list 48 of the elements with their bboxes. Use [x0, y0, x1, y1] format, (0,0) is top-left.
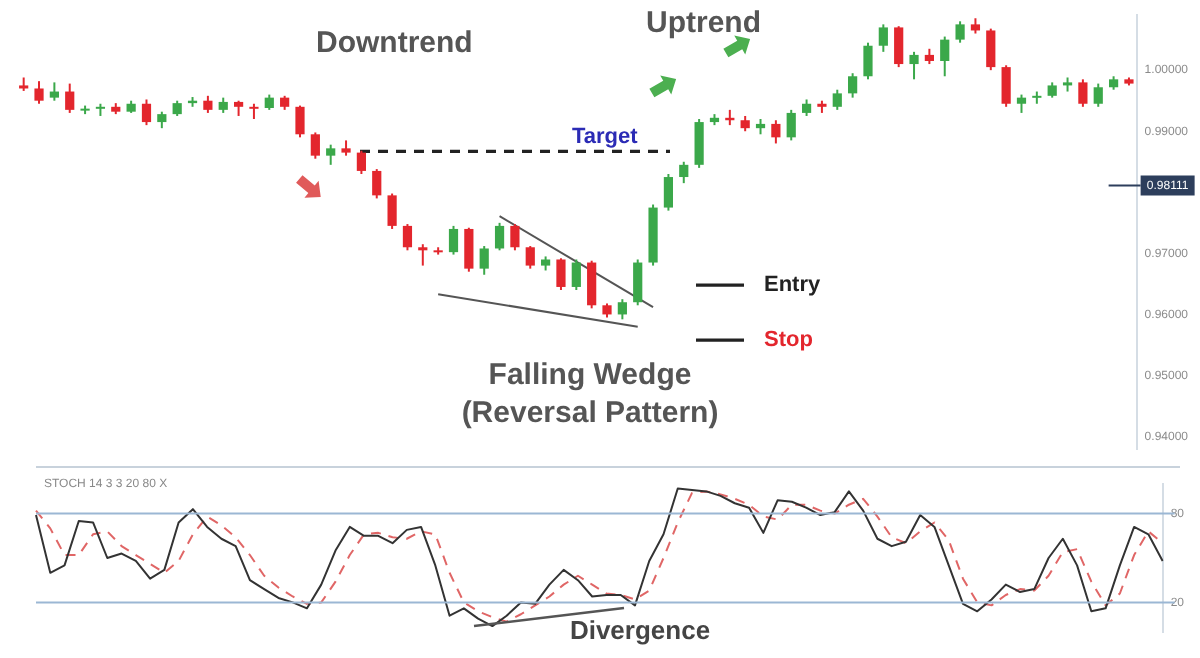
ref-line-label: Entry [764, 273, 822, 298]
candlestick [525, 245, 535, 270]
ref-line-label: Stop [764, 328, 814, 353]
annotation: Divergence [569, 615, 711, 646]
candlestick [986, 27, 996, 72]
candlestick [955, 20, 965, 44]
candlestick [34, 80, 44, 105]
candlestick [1016, 93, 1027, 114]
candlestick [663, 172, 674, 212]
candlestick [863, 41, 873, 81]
candlestick [464, 226, 474, 273]
candlestick [617, 298, 627, 321]
candlestick [771, 119, 781, 145]
candlestick [295, 104, 305, 139]
candlestick [571, 258, 581, 292]
candlestick [402, 223, 413, 252]
candlestick [909, 50, 919, 81]
candlestick [65, 82, 75, 114]
candlestick [494, 221, 505, 252]
ref-line-label: Target [572, 125, 639, 150]
candlestick [356, 149, 366, 175]
candlestick [510, 223, 520, 252]
annotation: Downtrend [316, 26, 473, 61]
candlestick [448, 224, 459, 256]
candlestick [832, 88, 842, 111]
candlestick [141, 98, 152, 127]
candlestick [878, 23, 888, 53]
annotation: Uptrend [646, 6, 761, 41]
candlestick [587, 259, 597, 310]
candlestick [1001, 64, 1011, 108]
candlestick [310, 131, 320, 160]
candlestick [387, 192, 397, 230]
candlestick [786, 108, 796, 142]
candlestick [633, 258, 643, 307]
candlestick [49, 81, 59, 102]
candlestick [479, 245, 489, 276]
annotation: Falling Wedge (Reversal Pattern) [461, 358, 719, 431]
candlestick [326, 143, 336, 166]
candlestick [679, 160, 689, 185]
candlestick [372, 168, 382, 200]
candlestick [940, 35, 950, 78]
candlestick [848, 72, 858, 99]
candlestick [1093, 82, 1103, 108]
candlestick [894, 25, 904, 69]
candlestick [418, 243, 428, 267]
candlestick [556, 257, 566, 292]
candlestick [694, 118, 704, 169]
candlestick [1078, 78, 1088, 108]
